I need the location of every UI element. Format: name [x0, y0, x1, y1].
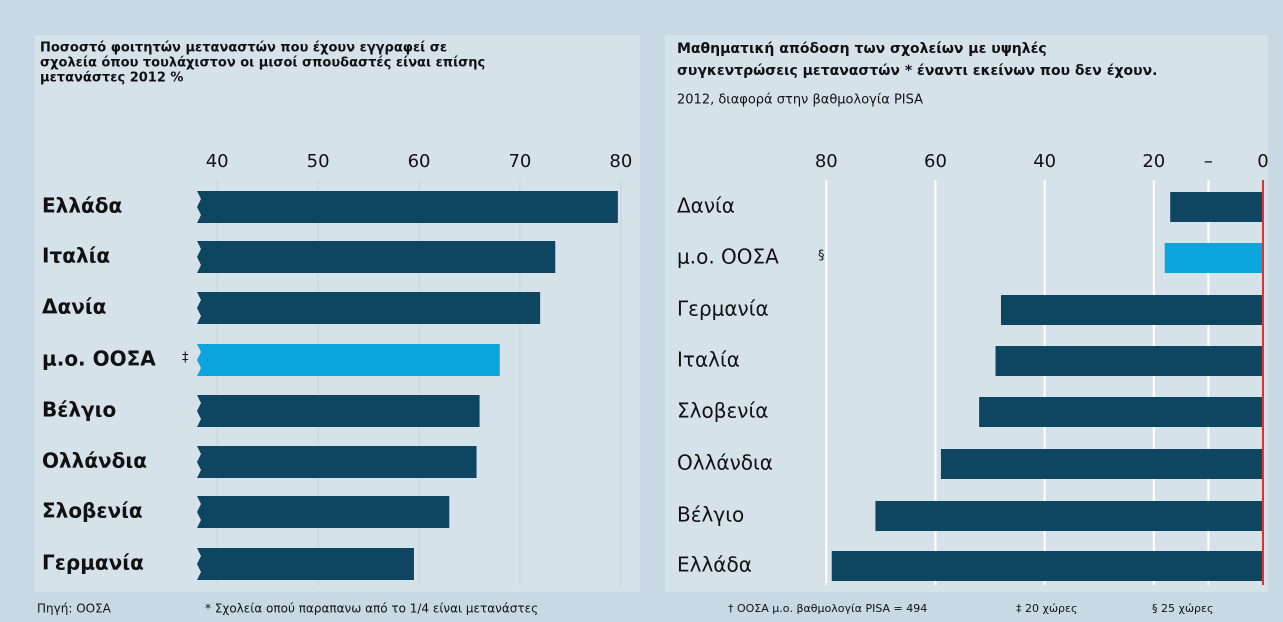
category-label: Ελλάδα: [677, 553, 752, 577]
footer-note: ‡ 20 χώρες: [1016, 602, 1077, 615]
bar: [1164, 243, 1263, 273]
bar: [1000, 295, 1263, 325]
bar: [979, 397, 1263, 427]
x-tick-label: –: [1204, 151, 1213, 172]
category-label: Ιταλία: [42, 244, 110, 268]
category-label: Ολλάνδια: [677, 451, 773, 475]
chart-title: συγκεντρώσεις μεταναστών * έναντι εκείνω…: [677, 63, 1157, 79]
chart-title: μετανάστες 2012 %: [40, 71, 183, 86]
bar: [197, 446, 477, 478]
footer-note: † ΟΟΣΑ μ.ο. βαθμολογία PISA = 494: [728, 602, 927, 615]
category-label: μ.ο. ΟΟΣΑ: [677, 245, 779, 269]
x-tick-label: 80: [609, 151, 632, 172]
x-tick-label: 40: [206, 151, 229, 172]
x-tick-label: 70: [508, 151, 531, 172]
x-tick-label: 20: [1142, 151, 1165, 172]
bar: [1170, 192, 1263, 222]
category-label: Βέλγιο: [42, 398, 116, 422]
x-tick-label: 0: [1257, 151, 1268, 172]
x-tick-label: 50: [307, 151, 330, 172]
category-label: Δανία: [677, 194, 735, 218]
category-label: Γερμανία: [42, 551, 144, 575]
bar: [197, 548, 414, 580]
bar: [197, 344, 500, 376]
bar: [831, 551, 1263, 581]
category-mark: §: [818, 249, 825, 264]
bar: [875, 501, 1263, 531]
x-tick-label: 40: [1033, 151, 1056, 172]
chart-subtitle: 2012, διαφορά στην βαθμολογία PISA: [677, 93, 923, 108]
bar: [940, 449, 1263, 479]
chart-title: Ποσοστό φοιτητών μεταναστών που έχουν εγ…: [40, 41, 447, 56]
bar: [197, 395, 480, 427]
category-mark: ‡: [182, 351, 189, 366]
bar: [995, 346, 1263, 376]
footer-note: * Σχολεία οπού παραπανω από το 1/4 είναι…: [205, 602, 538, 616]
x-tick-label: 80: [815, 151, 838, 172]
chart-title: σχολεία όπου τουλάχιστον οι μισοί σπουδα…: [40, 56, 485, 71]
bar: [197, 191, 618, 223]
category-label: Ολλάνδια: [42, 449, 147, 473]
category-label: Σλοβενία: [42, 499, 143, 523]
x-tick-label: 60: [408, 151, 431, 172]
category-label: Ιταλία: [677, 348, 740, 372]
category-label: Γερμανία: [677, 297, 769, 321]
bar: [197, 292, 541, 324]
category-label: μ.ο. ΟΟΣΑ: [42, 347, 156, 371]
chart-title: Μαθηματική απόδοση των σχολείων με υψηλέ…: [677, 41, 1047, 57]
category-label: Βέλγιο: [677, 503, 744, 527]
bar: [197, 496, 450, 528]
category-label: Ελλάδα: [42, 194, 122, 218]
category-label: Σλοβενία: [677, 399, 768, 423]
bar: [197, 241, 556, 273]
x-tick-label: 60: [924, 151, 947, 172]
footer-note: § 25 χώρες: [1152, 602, 1213, 615]
footer-note: Πηγή: ΟΟΣΑ: [37, 602, 112, 616]
category-label: Δανία: [42, 295, 106, 319]
